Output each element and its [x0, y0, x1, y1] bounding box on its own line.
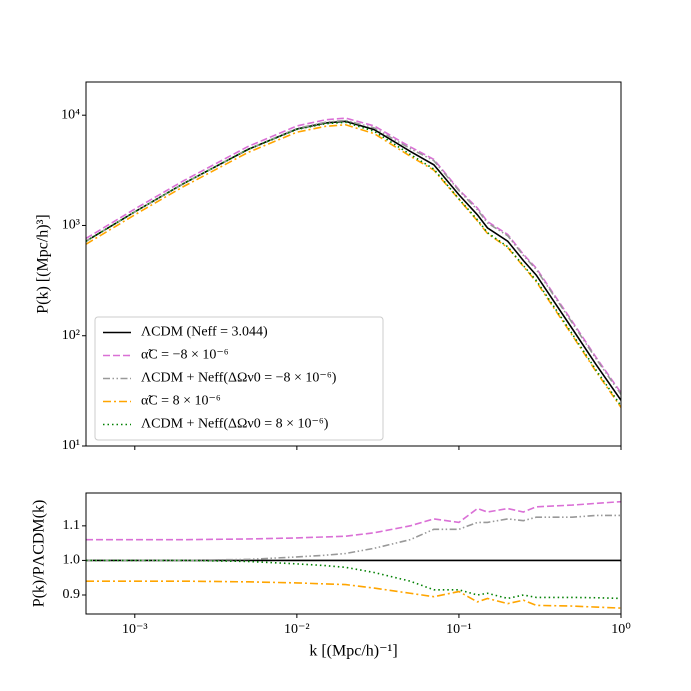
- y-tick-label: 10⁴: [61, 107, 80, 122]
- legend-label: ΛCDM + Neff(ΔΩν0 = 8 × 10⁻⁶): [141, 417, 329, 432]
- series-line: [86, 120, 621, 401]
- axes-frame: [85, 81, 622, 447]
- legend-label: ΛCDM (Neff = 3.044): [141, 325, 268, 340]
- series-line: [86, 559, 621, 600]
- y-tick-label: 10³: [62, 218, 80, 233]
- y-axis-label: P(k)/PΛCDM(k): [31, 500, 48, 608]
- series-line: [86, 121, 621, 407]
- series-line: [86, 500, 621, 541]
- plot-area: [86, 500, 621, 609]
- legend-frame: [94, 316, 384, 441]
- legend-label: α̃C = −8 × 10⁻⁶: [141, 348, 229, 363]
- y-tick-label: 1.0: [63, 553, 81, 568]
- y-tick-label: 10¹: [62, 438, 80, 453]
- x-tick-label: 10⁰: [611, 622, 631, 637]
- x-tick-label: 10⁻²: [284, 622, 310, 637]
- plot-area: [86, 117, 621, 408]
- y-tick-label: 1.1: [63, 518, 81, 533]
- x-tick-label: 10⁻³: [122, 622, 148, 637]
- y-tick-label: 0.9: [63, 587, 81, 602]
- x-axis-label: k [(Mpc/h)⁻¹]: [309, 643, 397, 660]
- axes-frame: [85, 492, 622, 615]
- y-tick-label: 10²: [62, 328, 80, 343]
- legend-label: ΛCDM + Neff(ΔΩν0 = −8 × 10⁻⁶): [141, 371, 337, 386]
- series-line: [86, 119, 621, 395]
- x-tick-label: 10⁻¹: [446, 622, 472, 637]
- series-line: [86, 580, 621, 609]
- series-line: [86, 117, 621, 394]
- y-axis-label: P(k) [(Mpc/h)³]: [35, 214, 52, 313]
- series-line: [86, 514, 621, 562]
- series-line: [86, 123, 621, 408]
- legend-label: α̃C = 8 × 10⁻⁶: [141, 394, 221, 409]
